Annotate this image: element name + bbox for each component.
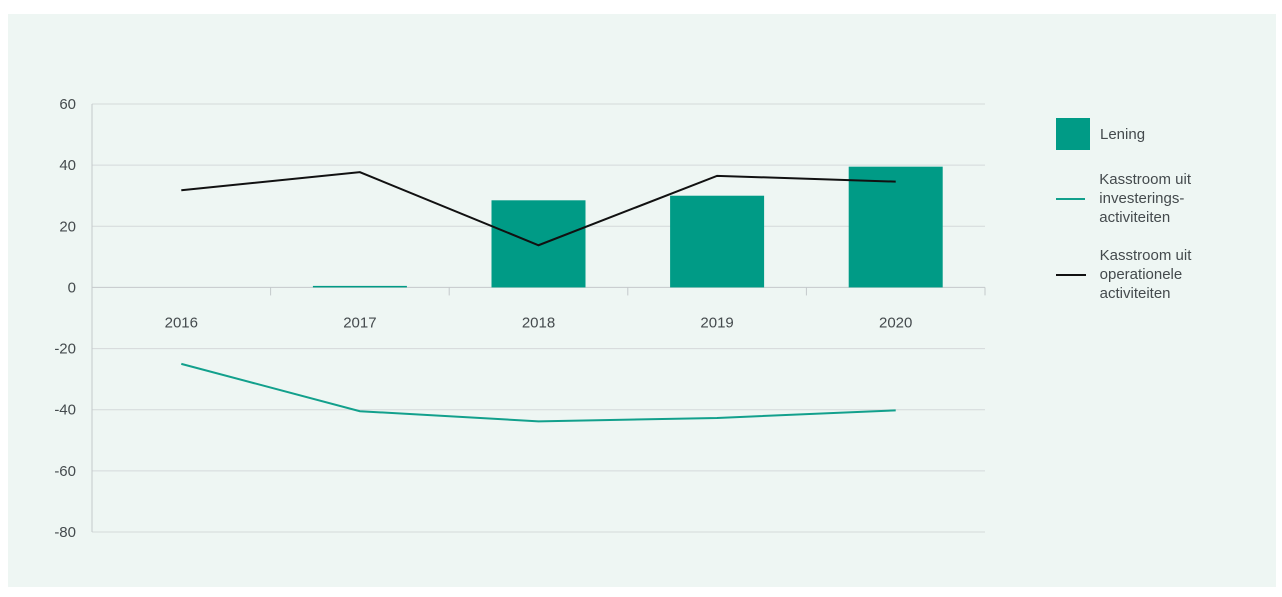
x-tick-label-2017: 2017 (343, 314, 376, 331)
point-1-2017 (359, 410, 361, 412)
y-tick-label--40: -40 (54, 402, 76, 419)
series-line-1 (181, 362, 896, 423)
point-1-2016 (180, 363, 182, 365)
point-1-2019 (716, 417, 718, 419)
point-1-2018 (538, 420, 540, 422)
y-tick-label-20: 20 (59, 218, 76, 235)
y-tick-label-60: 60 (59, 96, 76, 113)
legend-swatch-investeringsactiviteiten (1056, 197, 1086, 200)
line-series (180, 171, 897, 423)
y-tick-label--60: -60 (54, 463, 76, 480)
legend-item-operationele-activiteiten: Kasstroom uit operationele activiteiten (1056, 246, 1276, 303)
legend-swatch-lening (1056, 118, 1090, 150)
y-tick-label--20: -20 (54, 341, 76, 358)
bar-series (312, 166, 943, 288)
legend-item-lening: Lening (1056, 118, 1145, 150)
bar-2019 (670, 195, 765, 288)
x-tick-label-2020: 2020 (879, 314, 912, 331)
x-ticks (91, 287, 986, 296)
chart-panel (8, 14, 1276, 587)
y-tick-label--80: -80 (54, 524, 76, 541)
point-2-2016 (180, 189, 182, 191)
y-tick-label-40: 40 (59, 157, 76, 174)
point-2-2020 (895, 181, 897, 183)
y-tick-label-0: 0 (68, 279, 76, 296)
x-tick-label-2018: 2018 (522, 314, 555, 331)
bar-2017 (312, 285, 407, 288)
legend-swatch-operationele-activiteiten (1056, 273, 1086, 276)
x-tick-label-2019: 2019 (700, 314, 733, 331)
x-tick-label-2016: 2016 (165, 314, 198, 331)
bar-2018 (491, 200, 586, 288)
point-1-2020 (895, 409, 897, 411)
bar-2020 (848, 166, 943, 288)
x-tick-labels: 2016 2017 2018 2019 2020 (165, 314, 913, 331)
legend-item-investeringsactiviteiten: Kasstroom uit investerings- activiteiten (1056, 170, 1276, 227)
y-tick-labels: 60 40 20 0 -20 -40 -60 -80 (54, 96, 76, 541)
legend-label-lening: Lening (1100, 125, 1146, 143)
legend-label-investeringsactiviteiten: Kasstroom uit investerings- activiteiten (1099, 171, 1191, 226)
point-2-2019 (716, 175, 718, 177)
point-2-2018 (538, 244, 540, 246)
series-line-2 (181, 171, 896, 247)
point-2-2017 (359, 171, 361, 173)
legend-label-operationele-activiteiten: Kasstroom uit operationele activiteiten (1099, 247, 1192, 302)
